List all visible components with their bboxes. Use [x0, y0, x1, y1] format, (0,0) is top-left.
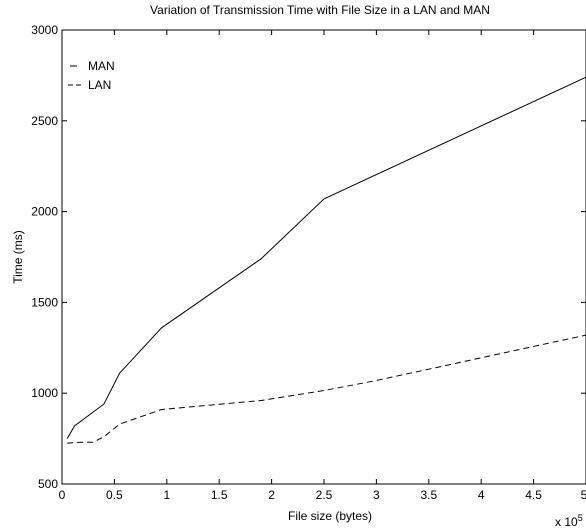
series-lines	[66, 76, 586, 444]
x-axis-multiplier-exponent: 5	[578, 513, 583, 523]
y-axis: 500 1000 1500 2000 2500 3000	[31, 23, 586, 491]
y-tick-label: 1000	[31, 386, 58, 400]
series-line-man	[66, 76, 586, 439]
x-axis-multiplier: x 105	[555, 513, 583, 529]
chart-title: Variation of Transmission Time with File…	[150, 3, 490, 17]
y-tick-label: 500	[38, 477, 58, 491]
y-axis-label: Time (ms)	[11, 230, 25, 284]
x-tick-label: 3	[373, 488, 380, 502]
x-tick-label: 2.5	[316, 488, 333, 502]
plot-area	[61, 29, 586, 485]
legend: MAN LAN	[68, 59, 115, 92]
y-tick-label: 3000	[31, 23, 58, 37]
x-tick-label: 2	[268, 488, 275, 502]
series-line-lan	[67, 334, 586, 444]
x-tick-label: 0	[59, 488, 66, 502]
x-axis: 0 0.5 1 1.5 2 2.5 3 3.5 4 4.5 5	[59, 30, 586, 502]
x-tick-label: 1.5	[211, 488, 228, 502]
x-tick-label: 0.5	[106, 488, 123, 502]
x-tick-label: 5	[581, 488, 586, 502]
x-tick-label: 4.5	[525, 488, 542, 502]
legend-label-man: MAN	[88, 59, 115, 73]
x-tick-label: 4	[478, 488, 485, 502]
x-tick-label: 3.5	[420, 488, 437, 502]
y-tick-label: 2500	[31, 114, 58, 128]
legend-label-lan: LAN	[88, 78, 111, 92]
y-tick-label: 2000	[31, 205, 58, 219]
x-axis-multiplier-base: x 10	[555, 515, 578, 529]
y-tick-label: 1500	[31, 295, 58, 309]
x-tick-label: 1	[163, 488, 170, 502]
x-axis-label: File size (bytes)	[288, 509, 372, 523]
